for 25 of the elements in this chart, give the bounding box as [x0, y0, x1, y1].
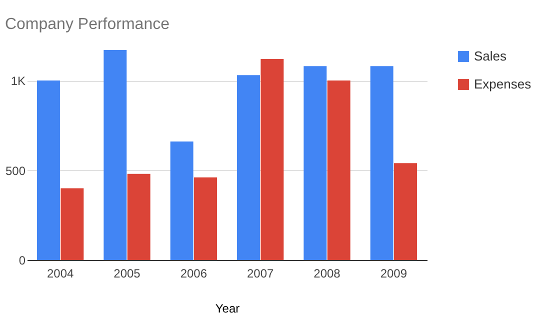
- bar: [327, 80, 350, 260]
- x-axis-title: Year: [215, 302, 240, 316]
- bar: [304, 66, 327, 260]
- bar: [37, 80, 60, 260]
- x-tick-label: 2004: [46, 266, 74, 280]
- bar: [127, 174, 150, 260]
- y-tick-label: 1K: [10, 74, 26, 88]
- bar: [237, 75, 260, 260]
- legend-label: Expenses: [474, 76, 532, 92]
- bar: [260, 58, 284, 260]
- x-tick-label: 2007: [246, 266, 274, 280]
- legend-label: Sales: [474, 48, 508, 64]
- bar: [370, 66, 394, 260]
- y-tick-label: 500: [5, 164, 26, 178]
- x-tick-label: 2005: [114, 266, 141, 280]
- x-tick-label: 2009: [380, 266, 408, 280]
- bar: [60, 188, 84, 260]
- y-tick-label: 0: [18, 254, 26, 268]
- bar: [170, 142, 194, 260]
- bar: [104, 50, 127, 260]
- x-tick-label: 2006: [180, 266, 208, 280]
- bar: [194, 177, 217, 260]
- chart-title: Company Performance: [4, 16, 170, 33]
- bar: [394, 163, 417, 260]
- x-tick-label: 2008: [314, 266, 341, 280]
